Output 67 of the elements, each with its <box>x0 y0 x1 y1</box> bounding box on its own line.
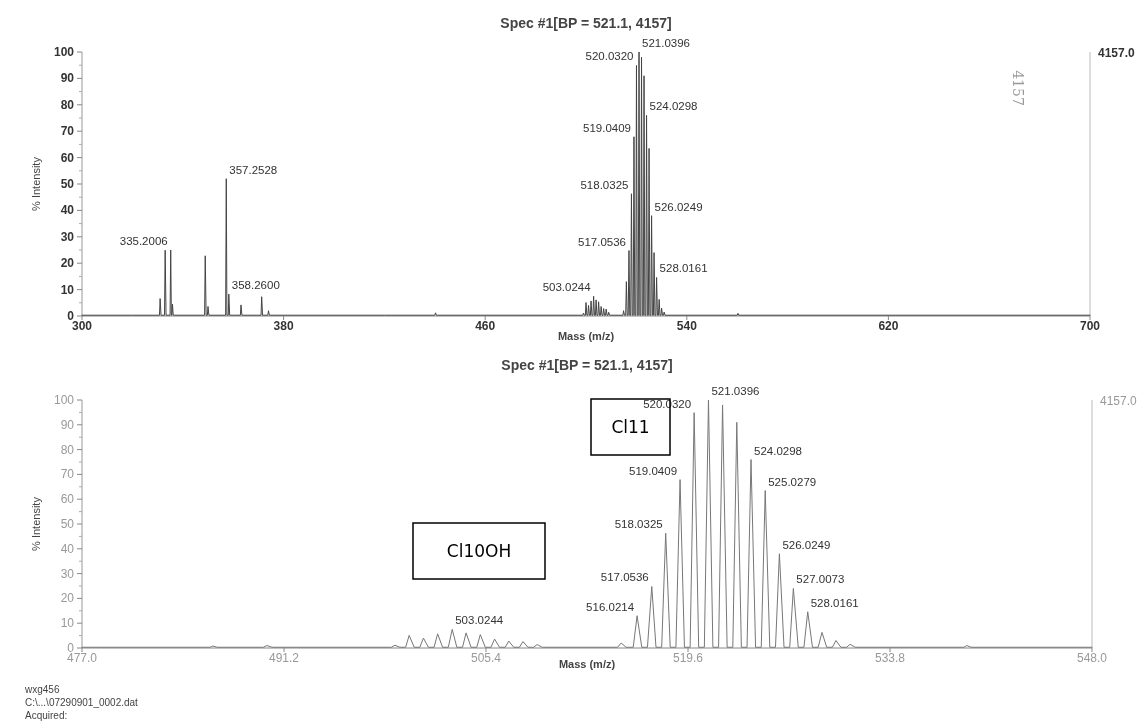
annotation: 521.0396 <box>642 37 690 49</box>
annotation: 528.0161 <box>810 596 859 609</box>
y-tick-label: 20 <box>60 256 75 271</box>
annotation: 526.0249 <box>654 200 703 213</box>
x-tick-label: 700 <box>1079 319 1101 333</box>
y-tick-label: 20 <box>60 591 75 606</box>
chart-title: Spec #1[BP = 521.1, 4157] <box>501 357 673 373</box>
x-tick-label: 519.6 <box>672 651 704 665</box>
annotation: 517.0536 <box>600 571 649 584</box>
annotation: 503.0244 <box>542 281 592 294</box>
x-tick-label: 620 <box>878 319 899 333</box>
text: Acquired: <box>25 710 68 721</box>
annotation: 526.0249 <box>782 538 831 551</box>
y-tick-label: 100 <box>53 393 75 407</box>
annotation: 517.0536 <box>578 235 626 248</box>
x-tick-label: 380 <box>273 319 294 333</box>
text: 4157.0 <box>1098 46 1136 60</box>
annotation: Cl10OH <box>446 541 512 561</box>
y-tick-label: 10 <box>60 616 75 631</box>
annotation: 524.0298 <box>649 100 698 113</box>
x-tick-label: 505.4 <box>470 651 502 665</box>
annotation: 503.0244 <box>455 614 504 627</box>
annotation: 519.0409 <box>629 464 678 477</box>
y-tick-label: 40 <box>60 203 75 218</box>
y-tick-label: 10 <box>60 282 75 297</box>
x-tick-label: 548.0 <box>1076 651 1108 665</box>
text: C:\...\07290901_0002.dat <box>25 697 139 708</box>
y-tick-label: 80 <box>60 97 75 112</box>
x-tick-label: 533.8 <box>874 651 906 665</box>
annotation: 518.0325 <box>614 518 663 531</box>
y-tick-label: 70 <box>60 124 75 139</box>
y-tick-label: 90 <box>60 71 75 86</box>
annotation: 521.0396 <box>711 385 760 397</box>
y-tick-label: 30 <box>60 229 75 244</box>
chart-title: Spec #1[BP = 521.1, 4157] <box>500 15 672 31</box>
y-axis-title: % Intensity <box>30 496 42 551</box>
annotation: 4157 <box>1010 70 1026 106</box>
x-tick-label: 491.2 <box>268 651 300 665</box>
annotation: 518.0325 <box>580 178 629 191</box>
annotation: 516.0214 <box>586 600 635 613</box>
annotation: 524.0298 <box>754 444 802 457</box>
x-axis-title: Mass (m/z) <box>557 330 615 342</box>
annotation: 528.0161 <box>659 262 708 275</box>
y-tick-label: 60 <box>60 150 75 165</box>
x-tick-label: 460 <box>475 319 496 333</box>
y-tick-label: 50 <box>60 517 75 531</box>
text: 4157.0 <box>1100 394 1138 408</box>
annotation: 527.0073 <box>796 573 845 586</box>
annotation: 519.0409 <box>583 121 631 134</box>
y-tick-label: 40 <box>60 541 75 556</box>
x-axis-title: Mass (m/z) <box>558 658 616 670</box>
y-tick-label: 60 <box>60 492 75 507</box>
annotation: 525.0279 <box>768 475 817 488</box>
annotation: 358.2600 <box>231 279 280 292</box>
y-tick-label: 30 <box>60 566 75 581</box>
y-tick-label: 90 <box>60 417 75 432</box>
y-tick-label: 50 <box>60 177 75 191</box>
y-tick-label: 100 <box>53 45 75 59</box>
x-tick-label: 540 <box>676 319 698 333</box>
y-tick-label: 80 <box>60 442 75 457</box>
y-axis-title: % Intensity <box>30 156 42 211</box>
annotation: Cl11 <box>611 417 650 437</box>
text: wxg456 <box>24 684 60 695</box>
annotation: 520.0320 <box>585 50 634 63</box>
y-tick-label: 70 <box>60 467 75 482</box>
annotation: 335.2006 <box>119 235 168 247</box>
annotation: 357.2528 <box>229 163 278 176</box>
